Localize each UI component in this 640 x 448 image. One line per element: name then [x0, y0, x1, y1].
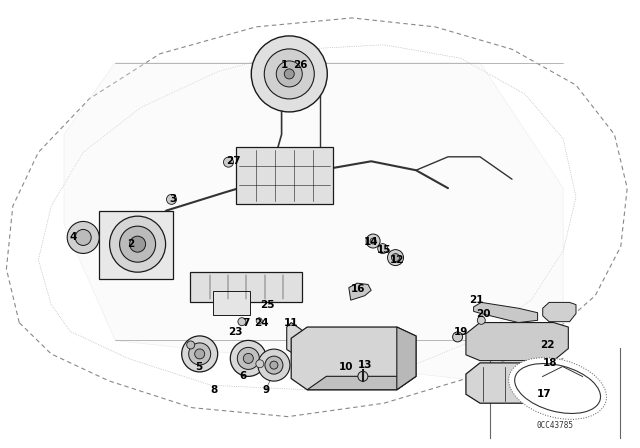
Text: 4: 4	[70, 233, 77, 242]
Circle shape	[76, 229, 92, 246]
Text: 2: 2	[127, 239, 135, 249]
Text: 14: 14	[364, 237, 378, 247]
Text: 5: 5	[195, 362, 202, 372]
Text: 6: 6	[239, 371, 247, 381]
Text: 13: 13	[358, 360, 372, 370]
Circle shape	[258, 349, 290, 381]
Polygon shape	[307, 376, 416, 390]
Text: 22: 22	[540, 340, 554, 350]
Text: 23: 23	[228, 327, 243, 336]
Circle shape	[366, 234, 380, 248]
Text: 15: 15	[377, 245, 391, 255]
Circle shape	[237, 347, 259, 370]
Ellipse shape	[509, 358, 607, 419]
Circle shape	[265, 356, 283, 374]
Text: 18: 18	[543, 358, 557, 368]
Circle shape	[230, 340, 266, 376]
Polygon shape	[349, 283, 371, 300]
Circle shape	[452, 332, 463, 342]
Circle shape	[195, 349, 205, 359]
Circle shape	[270, 361, 278, 369]
Circle shape	[109, 216, 166, 272]
Text: 7: 7	[243, 318, 250, 327]
Circle shape	[243, 353, 253, 363]
Circle shape	[392, 254, 399, 262]
Text: 26: 26	[294, 60, 308, 70]
Text: 24: 24	[254, 319, 268, 328]
Circle shape	[166, 194, 177, 204]
Circle shape	[256, 318, 262, 324]
Text: 27: 27	[227, 156, 241, 166]
Polygon shape	[466, 323, 568, 361]
Polygon shape	[474, 302, 538, 323]
FancyBboxPatch shape	[99, 211, 173, 279]
Text: 21: 21	[470, 295, 484, 305]
Polygon shape	[543, 302, 576, 322]
FancyBboxPatch shape	[191, 272, 302, 302]
Text: 3: 3	[169, 194, 177, 204]
Circle shape	[67, 221, 99, 254]
Text: 12: 12	[390, 255, 404, 265]
Text: 16: 16	[351, 284, 365, 294]
Text: 10: 10	[339, 362, 353, 372]
Polygon shape	[291, 327, 416, 390]
Circle shape	[256, 360, 264, 368]
Circle shape	[238, 318, 246, 326]
Text: 20: 20	[476, 309, 490, 319]
Circle shape	[276, 61, 302, 87]
FancyBboxPatch shape	[213, 291, 250, 314]
FancyBboxPatch shape	[236, 147, 333, 204]
Circle shape	[264, 49, 314, 99]
Circle shape	[370, 238, 376, 244]
Circle shape	[284, 69, 294, 79]
Circle shape	[378, 244, 388, 254]
Text: 8: 8	[211, 385, 218, 395]
Text: 0CC43785: 0CC43785	[536, 421, 573, 430]
Polygon shape	[64, 63, 563, 381]
Circle shape	[358, 371, 368, 381]
Circle shape	[187, 341, 195, 349]
Circle shape	[388, 250, 404, 266]
Text: 19: 19	[454, 327, 468, 336]
Polygon shape	[466, 363, 573, 403]
Polygon shape	[287, 323, 319, 362]
Text: 9: 9	[262, 385, 269, 395]
Ellipse shape	[515, 363, 600, 414]
Circle shape	[129, 236, 146, 252]
Polygon shape	[397, 327, 416, 390]
Text: 11: 11	[284, 318, 298, 327]
Circle shape	[120, 226, 156, 262]
Circle shape	[477, 316, 485, 324]
Circle shape	[223, 157, 234, 167]
Text: 17: 17	[537, 389, 551, 399]
Text: 1: 1	[281, 60, 289, 70]
Circle shape	[252, 36, 327, 112]
Circle shape	[182, 336, 218, 372]
Circle shape	[189, 343, 211, 365]
Text: 25: 25	[260, 300, 275, 310]
